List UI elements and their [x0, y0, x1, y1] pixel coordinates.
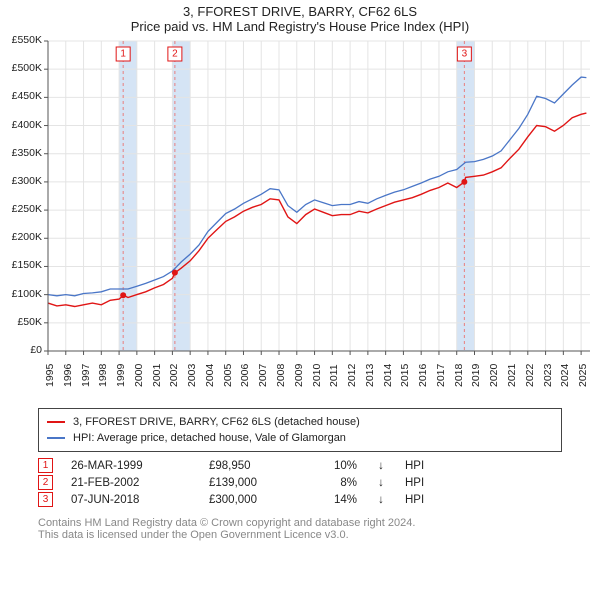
x-axis-label: 2000: [133, 364, 145, 387]
x-axis-label: 1997: [80, 364, 92, 387]
x-axis-label: 2008: [275, 364, 287, 387]
y-axis-label: £550K: [12, 34, 42, 46]
x-axis-label: 2003: [186, 364, 198, 387]
down-arrow-icon: ↓: [375, 477, 387, 489]
x-axis-label: 2006: [239, 364, 251, 387]
legend-box: 3, FFOREST DRIVE, BARRY, CF62 6LS (detac…: [38, 408, 562, 452]
x-axis-label: 2017: [435, 364, 447, 387]
y-axis-label: £100K: [12, 288, 42, 300]
y-axis-label: £400K: [12, 119, 42, 131]
x-axis-label: 2002: [168, 364, 180, 387]
y-axis-label: £150K: [12, 259, 42, 271]
transaction-row: 3 07-JUN-2018 £300,000 14% ↓ HPI: [38, 492, 562, 507]
transaction-pct: 10%: [317, 460, 357, 472]
y-axis-label: £450K: [12, 90, 42, 102]
footer-line1: Contains HM Land Registry data © Crown c…: [38, 517, 562, 529]
title-subtitle: Price paid vs. HM Land Registry's House …: [0, 19, 600, 34]
legend-label: HPI: Average price, detached house, Vale…: [73, 430, 346, 446]
legend-label: 3, FFOREST DRIVE, BARRY, CF62 6LS (detac…: [73, 414, 360, 430]
y-axis-label: £50K: [17, 316, 42, 328]
x-axis-label: 2024: [559, 364, 571, 387]
transaction-pct: 14%: [317, 494, 357, 506]
footer-attribution: Contains HM Land Registry data © Crown c…: [38, 517, 562, 541]
x-axis-label: 2018: [453, 364, 465, 387]
transaction-date: 26-MAR-1999: [71, 460, 191, 472]
container: 3, FFOREST DRIVE, BARRY, CF62 6LS Price …: [0, 0, 600, 541]
x-axis-label: 2014: [382, 364, 394, 387]
x-axis-label: 2021: [506, 364, 518, 387]
x-axis-label: 2004: [204, 364, 216, 387]
transaction-price: £300,000: [209, 494, 299, 506]
x-axis-label: 2012: [346, 364, 358, 387]
price-chart: 1 2 3 £0 £50K £100K £150K £200K £250K £300K £350K £…: [0, 36, 600, 406]
transactions-table: 1 26-MAR-1999 £98,950 10% ↓ HPI 2 21-FEB-2002 £1…: [0, 458, 600, 507]
transaction-marker: 2: [38, 475, 53, 490]
legend-swatch: [47, 421, 65, 423]
x-axis-label: 1995: [44, 364, 56, 387]
y-axis-label: £200K: [12, 231, 42, 243]
x-axis-label: 1996: [62, 364, 74, 387]
title-block: 3, FFOREST DRIVE, BARRY, CF62 6LS Price …: [0, 0, 600, 36]
legend-item: 3, FFOREST DRIVE, BARRY, CF62 6LS (detac…: [47, 414, 553, 430]
title-address: 3, FFOREST DRIVE, BARRY, CF62 6LS: [0, 4, 600, 19]
x-axis-label: 1998: [97, 364, 109, 387]
x-axis-label: 2015: [399, 364, 411, 387]
transaction-date: 07-JUN-2018: [71, 494, 191, 506]
transaction-row: 2 21-FEB-2002 £139,000 8% ↓ HPI: [38, 475, 562, 490]
svg-text:1: 1: [120, 49, 126, 60]
down-arrow-icon: ↓: [375, 494, 387, 506]
x-axis-label: 2025: [577, 364, 589, 387]
transaction-pct: 8%: [317, 477, 357, 489]
x-axis-label: 2016: [417, 364, 429, 387]
x-axis-label: 1999: [115, 364, 127, 387]
x-axis-label: 2023: [542, 364, 554, 387]
transaction-row: 1 26-MAR-1999 £98,950 10% ↓ HPI: [38, 458, 562, 473]
transaction-price: £139,000: [209, 477, 299, 489]
x-axis-label: 2009: [293, 364, 305, 387]
x-axis-label: 2019: [470, 364, 482, 387]
y-axis-label: £0: [30, 344, 42, 356]
transaction-hpi-label: HPI: [405, 477, 435, 489]
transaction-hpi-label: HPI: [405, 460, 435, 472]
y-axis-label: £300K: [12, 175, 42, 187]
x-axis-label: 2020: [488, 364, 500, 387]
y-axis-label: £500K: [12, 62, 42, 74]
x-axis-label: 2001: [151, 364, 163, 387]
transaction-price: £98,950: [209, 460, 299, 472]
transaction-marker: 1: [38, 458, 53, 473]
transaction-hpi-label: HPI: [405, 494, 435, 506]
x-axis-label: 2013: [364, 364, 376, 387]
x-axis-label: 2010: [311, 364, 323, 387]
transaction-marker: 3: [38, 492, 53, 507]
legend-item: HPI: Average price, detached house, Vale…: [47, 430, 553, 446]
x-axis-label: 2011: [328, 364, 340, 387]
y-axis-label: £350K: [12, 147, 42, 159]
footer-line2: This data is licensed under the Open Gov…: [38, 529, 562, 541]
down-arrow-icon: ↓: [375, 460, 387, 472]
legend-swatch: [47, 437, 65, 439]
transaction-date: 21-FEB-2002: [71, 477, 191, 489]
svg-text:3: 3: [462, 49, 468, 60]
x-axis-label: 2005: [222, 364, 234, 387]
x-axis-label: 2022: [524, 364, 536, 387]
x-axis-label: 2007: [257, 364, 269, 387]
y-axis-label: £250K: [12, 203, 42, 215]
svg-text:2: 2: [172, 49, 178, 60]
